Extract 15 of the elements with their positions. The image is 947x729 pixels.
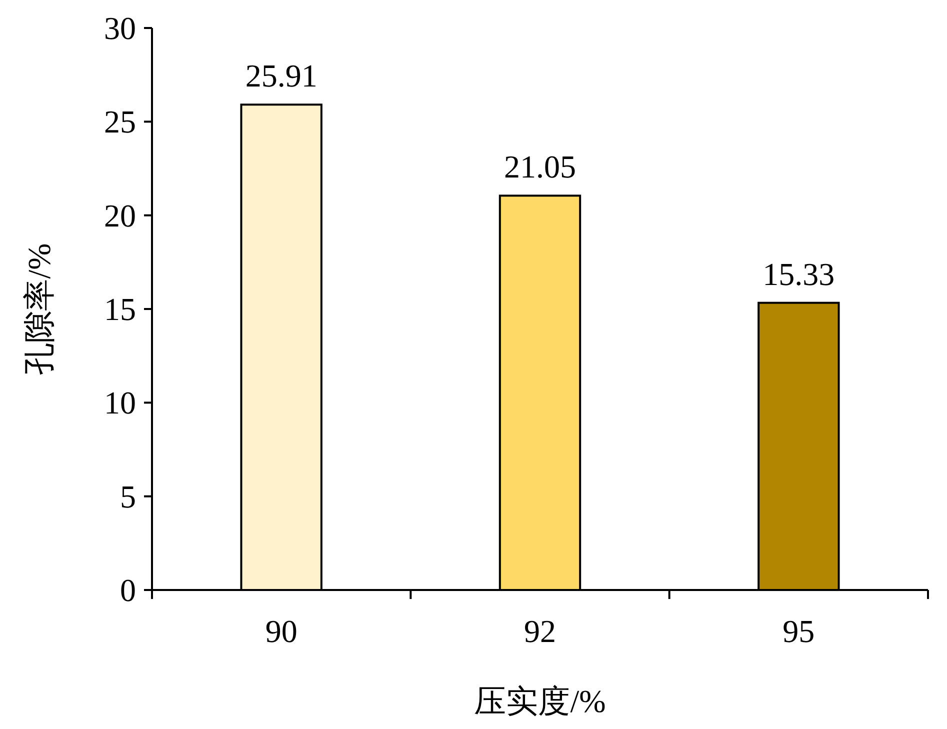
y-tick-label: 20: [104, 197, 136, 234]
y-tick-label: 0: [120, 572, 136, 608]
y-tick-label: 10: [104, 384, 136, 421]
x-axis-title: 压实度/%: [474, 683, 606, 719]
y-tick-label: 25: [104, 104, 136, 140]
y-axis-title: 孔隙率/%: [21, 243, 57, 375]
data-label: 21.05: [504, 148, 576, 185]
y-tick-label: 30: [104, 10, 136, 46]
x-tick-label: 92: [524, 613, 556, 649]
x-tick-label: 95: [782, 613, 815, 649]
y-tick-label: 15: [104, 291, 136, 327]
x-tick-label: 90: [265, 613, 298, 649]
data-label: 25.91: [245, 58, 318, 94]
data-label: 15.33: [762, 256, 835, 292]
y-tick-label: 5: [120, 478, 136, 514]
